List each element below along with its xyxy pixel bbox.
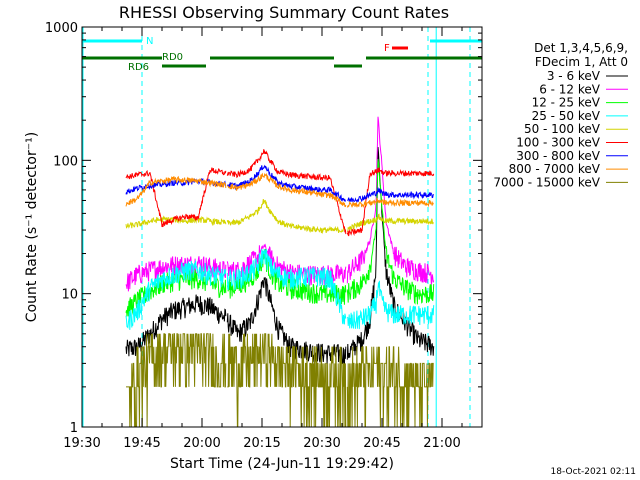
- legend-entry-label: 100 - 300 keV: [516, 136, 600, 150]
- legend-entry-label: 800 - 7000 keV: [509, 162, 601, 176]
- y-tick-label: 1: [70, 421, 78, 436]
- x-tick-label: 19:45: [123, 436, 160, 451]
- generation-timestamp: 18-Oct-2021 02:11: [551, 467, 636, 477]
- series-line-5: [125, 149, 435, 237]
- x-tick-label: 21:00: [423, 436, 460, 451]
- y-tick-label: 100: [53, 154, 78, 169]
- legend-header-line-1: Det 1,3,4,5,6,9,: [534, 41, 628, 55]
- legend-header-line-2: FDecim 1, Att 0: [535, 55, 628, 69]
- flag-label-n: N: [146, 36, 153, 47]
- series-line-4: [125, 199, 434, 235]
- y-axis: 1 10 100 1000: [45, 21, 482, 436]
- series-line-7: [125, 172, 434, 208]
- x-tick-label: 20:15: [243, 436, 280, 451]
- flag-label-rd6: RD6: [128, 62, 149, 73]
- legend-entry-label: 50 - 100 keV: [524, 122, 601, 136]
- y-tick-label: 1000: [45, 21, 78, 36]
- series-line-8: [126, 333, 434, 427]
- chart-title: RHESSI Observing Summary Count Rates: [119, 3, 449, 22]
- legend-entry-label: 300 - 800 keV: [516, 149, 600, 163]
- legend-entry-label: 12 - 25 keV: [532, 96, 601, 110]
- x-axis-label: Start Time (24-Jun-11 19:29:42): [170, 456, 394, 472]
- legend-entry-label: 25 - 50 keV: [532, 109, 601, 123]
- legend-entry-label: 7000 - 15000 keV: [493, 175, 600, 189]
- x-tick-label: 20:00: [183, 436, 220, 451]
- series-line-3: [125, 249, 435, 330]
- legend: Det 1,3,4,5,6,9, FDecim 1, Att 0 3 - 6 k…: [493, 41, 628, 189]
- x-tick-label: 20:45: [363, 436, 400, 451]
- plot-area: N RD0 RD6 F: [82, 27, 482, 427]
- legend-entry-label: 3 - 6 keV: [547, 69, 601, 83]
- x-tick-label: 19:30: [63, 436, 100, 451]
- x-tick-label: 20:30: [303, 436, 340, 451]
- y-axis-label: Count Rate (s⁻¹ detector⁻¹): [24, 132, 40, 322]
- x-axis: 19:30 19:45 20:00 20:15 20:30 20:45 21:00: [63, 27, 483, 451]
- legend-entry-label: 6 - 12 keV: [539, 82, 601, 96]
- flag-label-f: F: [384, 43, 390, 54]
- flag-label-rd0: RD0: [162, 52, 183, 63]
- y-tick-label: 10: [61, 288, 78, 303]
